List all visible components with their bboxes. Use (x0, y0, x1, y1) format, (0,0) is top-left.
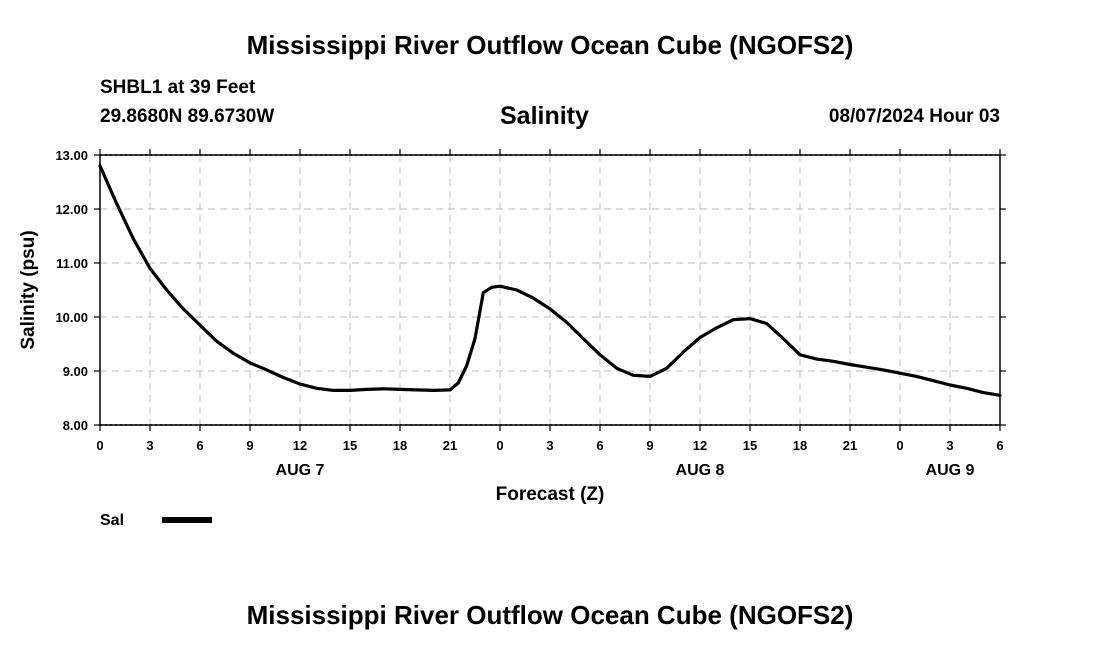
y-axis-label: Salinity (psu) (18, 230, 39, 349)
x-tick-label: 0 (496, 438, 503, 453)
series-line-sal (98, 164, 1002, 397)
y-tick-label: 10.00 (55, 310, 88, 325)
x-axis-label: Forecast (Z) (496, 484, 605, 505)
x-tick-label: 6 (196, 438, 203, 453)
x-tick-label: 15 (343, 438, 357, 453)
x-tick-label: 18 (393, 438, 407, 453)
y-tick-label: 13.00 (55, 148, 88, 163)
legend-label-sal: Sal (100, 512, 124, 529)
x-tick-label: 9 (246, 438, 253, 453)
x-tick-label: 3 (546, 438, 553, 453)
x-tick-label: 0 (96, 438, 103, 453)
datetime-label: 08/07/2024 Hour 03 (828, 106, 1000, 127)
main-title: Mississippi River Outflow Ocean Cube (NG… (246, 30, 854, 60)
y-tick-label: 11.00 (56, 256, 88, 271)
plot-title: Salinity (500, 102, 589, 130)
y-tick-label: 12.00 (55, 202, 88, 217)
x-tick-label: 6 (996, 438, 1003, 453)
x-tick-label: 21 (843, 438, 857, 453)
x-tick-label: 21 (443, 438, 457, 453)
x-tick-label: 15 (743, 438, 757, 453)
coordinates-label: 29.8680N 89.6730W (100, 106, 275, 127)
x-tick-label: 12 (693, 438, 707, 453)
y-tick-label: 9.00 (63, 364, 88, 379)
day-label: AUG 7 (276, 462, 325, 479)
x-tick-label: 6 (596, 438, 603, 453)
x-tick-label: 3 (946, 438, 953, 453)
grid-lines (100, 154, 1000, 426)
x-tick-label: 12 (293, 438, 307, 453)
y-tick-label: 8.00 (63, 418, 88, 433)
x-tick-label: 18 (793, 438, 807, 453)
day-label: AUG 9 (926, 462, 975, 479)
day-label: AUG 8 (676, 462, 725, 479)
axis-ticks: 0 3 6 9 12 15 18 21 0 3 6 9 12 15 18 21 0 3 6 8.00 9.00 10.00… (55, 148, 1006, 479)
station-label: SHBL1 at 39 Feet (100, 77, 256, 98)
x-tick-label: 9 (646, 438, 653, 453)
x-tick-label: 0 (896, 438, 903, 453)
x-tick-label: 3 (146, 438, 153, 453)
footer-title: Mississippi River Outflow Ocean Cube (NG… (246, 600, 854, 630)
